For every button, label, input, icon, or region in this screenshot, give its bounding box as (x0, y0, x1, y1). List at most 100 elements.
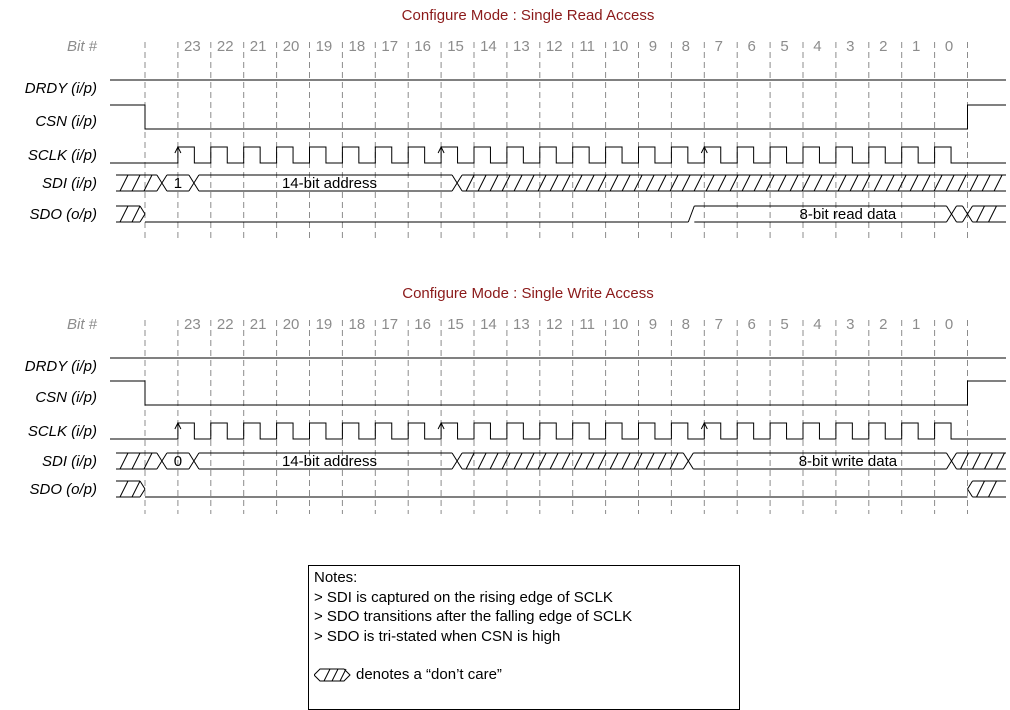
rising-edge-arrow (437, 421, 445, 430)
note-line: > SDO transitions after the falling edge… (314, 608, 633, 626)
bit-number: 4 (813, 316, 821, 333)
bit-number: 3 (846, 38, 854, 55)
bit-number: 22 (217, 316, 234, 333)
bit-number: 19 (316, 316, 333, 333)
bit-number: 3 (846, 316, 854, 333)
sdi-dont-care (116, 452, 163, 470)
dont-care-icon (314, 668, 351, 682)
bit-number: 4 (813, 38, 821, 55)
bit-number: 19 (316, 38, 333, 55)
signal-waveform (110, 380, 1006, 406)
signal-label: DRDY (i/p) (25, 358, 97, 375)
dont-care-hatch (119, 480, 141, 498)
signal-waveform (110, 422, 1006, 440)
note-line: > SDO is tri-stated when CSN is high (314, 627, 561, 645)
bit-number-label: Bit # (67, 316, 98, 333)
sdi-rw-bit-value: 1 (174, 175, 182, 192)
dont-care-hatch (119, 174, 153, 192)
bit-number: 11 (579, 38, 595, 55)
bit-number-label: Bit # (67, 38, 98, 55)
bit-number: 1 (912, 316, 920, 333)
bit-number: 1 (912, 38, 920, 55)
diagram-title: Configure Mode : Single Read Access (402, 7, 655, 24)
sdi-address-label: 14-bit address (282, 453, 377, 470)
bit-number: 7 (715, 316, 723, 333)
sdo-data-bus (694, 205, 952, 223)
sdi-dont-care (456, 174, 1006, 192)
sdi-rw-bit (161, 452, 195, 470)
signal-label: SDO (o/p) (29, 206, 97, 223)
signal-label: SCLK (i/p) (28, 147, 97, 164)
bit-number: 21 (250, 38, 267, 55)
signal-waveform (110, 146, 1006, 164)
signal-sdi: SDI (i/p) 1 14-bit address (42, 174, 1006, 192)
sdi-address-bus (193, 452, 458, 470)
bit-number: 20 (283, 316, 300, 333)
signal-sdo: SDO (o/p) (29, 480, 1006, 498)
signal-label: SDI (i/p) (42, 175, 97, 192)
sdo-data-label: 8-bit read data (800, 206, 897, 223)
signal-high: DRDY (i/p) (25, 79, 1006, 97)
sdi-address-label: 14-bit address (282, 175, 377, 192)
signal-label: CSN (i/p) (35, 389, 97, 406)
dont-care-hatch (465, 452, 679, 470)
bit-number: 7 (715, 38, 723, 55)
notes-heading: Notes: (314, 569, 358, 586)
bit-number: 15 (447, 316, 464, 333)
bit-number: 15 (447, 38, 464, 55)
bit-number: 9 (649, 316, 657, 333)
rising-edge-arrow (174, 421, 182, 430)
bit-number: 6 (747, 38, 755, 55)
bit-number: 2 (879, 316, 887, 333)
bit-number: 16 (414, 316, 431, 333)
bit-number: 12 (546, 38, 563, 55)
sdi-dont-care (951, 452, 1006, 470)
notes-box: Notes: > SDI is captured on the rising e… (308, 565, 740, 710)
bit-number: 14 (480, 38, 497, 55)
note-line: > SDI is captured on the rising edge of … (314, 588, 613, 606)
bit-number: 2 (879, 38, 887, 55)
dont-care-hatch (976, 480, 997, 498)
bit-number: 18 (349, 38, 366, 55)
signal-sclk: SCLK (i/p) (28, 421, 1006, 440)
signal-sdo: SDO (o/p) 8-bit read data (29, 205, 1006, 223)
dont-care-legend-text: denotes a “don’t care” (356, 666, 502, 684)
signal-waveform (110, 104, 1006, 130)
sdi-rw-bit-value: 0 (174, 453, 182, 470)
signal-sdi: SDI (i/p) 0 14-bit address 8-bit write data (42, 452, 1006, 470)
rising-edge-arrow (700, 145, 708, 154)
dont-care-legend: denotes a “don’t care” (314, 665, 734, 685)
sdo-dont-care (967, 205, 1006, 223)
bit-number: 18 (349, 316, 366, 333)
bit-number: 17 (381, 38, 398, 55)
sdo-transition (687, 205, 695, 223)
dont-care-hatch (465, 174, 1003, 192)
dont-care-hatch (960, 452, 1005, 470)
sdi-dont-care (456, 452, 689, 470)
timing-diagram-read: Configure Mode : Single Read Access Bit #… (25, 7, 1006, 238)
bit-number: 10 (612, 316, 629, 333)
rising-edge-arrow (174, 145, 182, 154)
bit-number: 20 (283, 38, 300, 55)
bit-number: 16 (414, 38, 431, 55)
bit-number: 12 (546, 316, 563, 333)
bit-number: 0 (945, 38, 953, 55)
signal-csn: CSN (i/p) (35, 104, 1006, 130)
signal-label: SCLK (i/p) (28, 423, 97, 440)
signal-label: CSN (i/p) (35, 113, 97, 130)
bit-number: 23 (184, 316, 201, 333)
sdi-address-bus (193, 174, 458, 192)
bit-number: 21 (250, 316, 267, 333)
sdo-trailing-bit (951, 205, 968, 223)
bit-number: 6 (747, 316, 755, 333)
signal-label: DRDY (i/p) (25, 80, 97, 97)
signal-label: SDI (i/p) (42, 453, 97, 470)
sdi-dont-care (116, 174, 163, 192)
signal-label: SDO (o/p) (29, 481, 97, 498)
bit-number: 13 (513, 38, 530, 55)
bit-number: 0 (945, 316, 953, 333)
sdi-rw-bit (161, 174, 195, 192)
bit-number: 13 (513, 316, 530, 333)
bit-number: 8 (682, 316, 690, 333)
